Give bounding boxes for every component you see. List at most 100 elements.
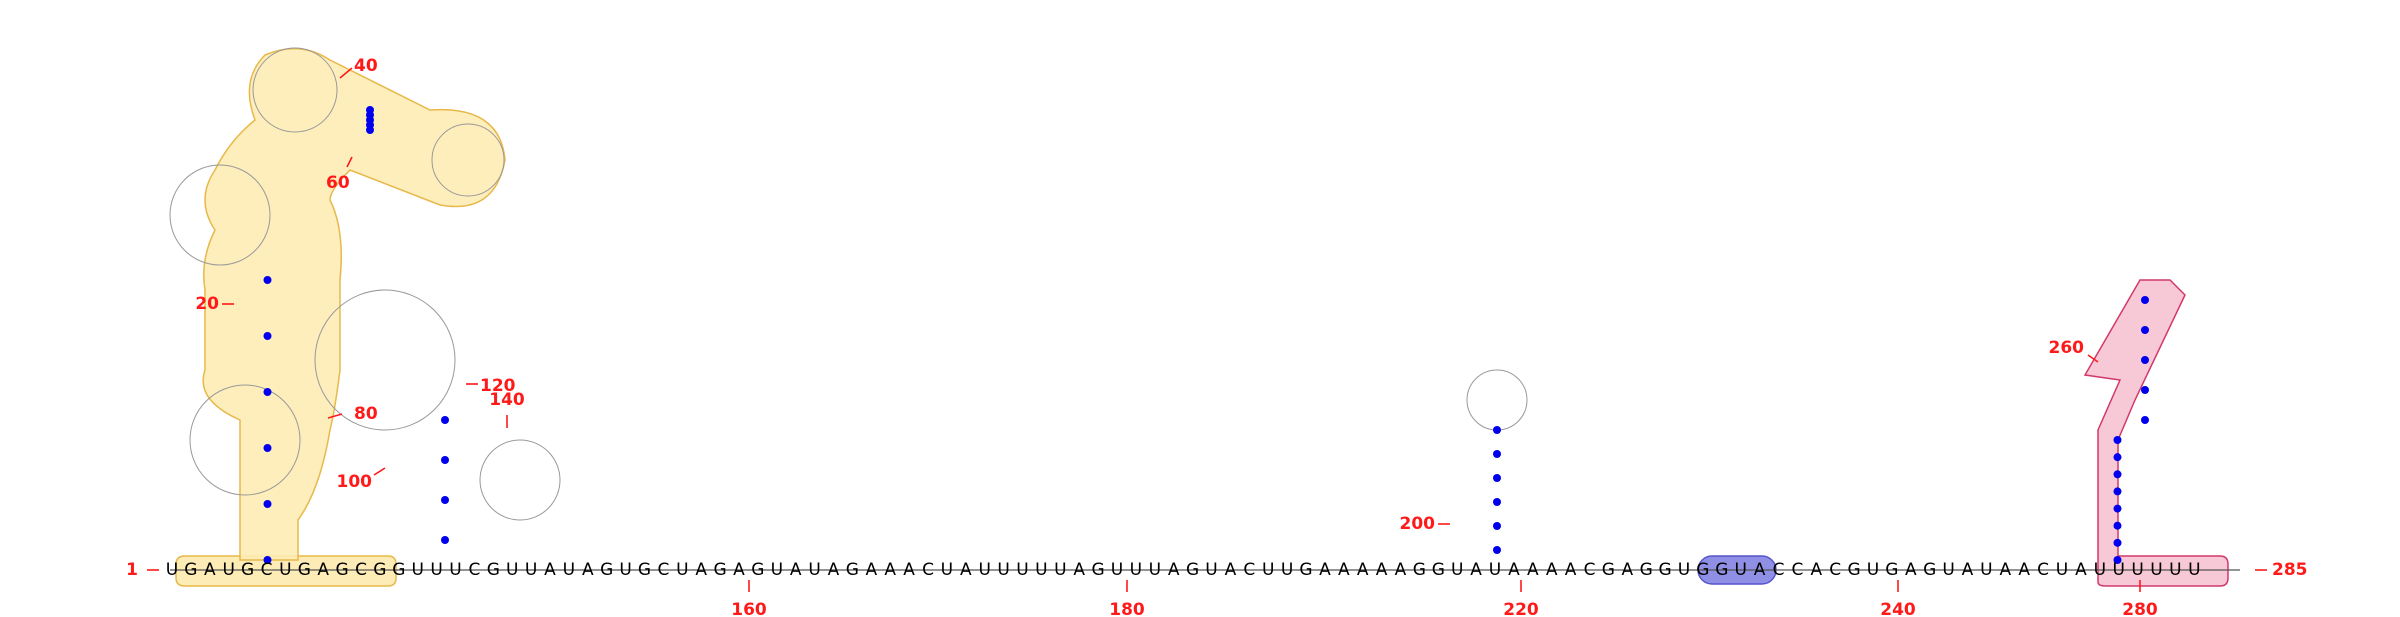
nucleotide: U [430,560,442,580]
five-prime-domain-base [175,555,397,587]
nucleotide: U [1149,560,1161,580]
base-pair-dot [263,556,272,564]
nucleotide: G [1432,560,1445,580]
nucleotide: G [638,560,651,580]
nucleotide: A [317,560,329,580]
nucleotide: G [373,560,386,580]
nucleotide: C [1829,560,1841,580]
nucleotide: U [1451,560,1463,580]
nucleotide: G [1186,560,1199,580]
nucleotide: A [2018,560,2030,580]
label-280: 280 [2122,600,2158,617]
nucleotide: C [1791,560,1803,580]
nucleotide: C [1584,560,1596,580]
domain-highlights [175,47,2229,587]
nucleotide: U [1262,560,1274,580]
nucleotide: G [1602,560,1615,580]
nucleotide: U [1942,560,1954,580]
nucleotide: C [1773,560,1785,580]
loop-backbone [314,289,456,431]
backbone [169,47,2240,571]
base-pair-dot [2141,416,2149,424]
nucleotide: A [695,560,707,580]
base-pair-dot [2141,296,2149,304]
nucleotide: A [903,560,915,580]
nucleotide: A [1395,560,1407,580]
base-pair-dot [1493,522,1501,530]
nucleotide: G [392,560,405,580]
nucleotide: G [487,560,500,580]
base-pair-dot [2113,470,2122,479]
nucleotide: A [1357,560,1369,580]
nucleotide: U [563,560,575,580]
base-pair-dot [263,388,272,396]
nucleotide: U [1678,560,1690,580]
base-pair-dot [2113,453,2122,462]
nucleotide: U [525,560,537,580]
label-240: 240 [1880,600,1916,617]
nucleotide: U [2169,560,2181,580]
nucleotide: A [828,560,840,580]
position-labels: 1 285 20 40 60 80 100 120 140 160 180 20… [126,56,2307,617]
nucleotide: C [657,560,669,580]
nucleotide: G [1715,560,1728,580]
nucleotide: U [941,560,953,580]
nucleotide: A [1073,560,1085,580]
nucleotide: A [865,560,877,580]
nucleotide: A [1905,560,1917,580]
nucleotide: G [1885,560,1898,580]
nucleotide: U [2056,560,2068,580]
base-pair-dot [1493,546,1501,554]
base-pair-dot [1493,426,1501,434]
nucleotide: G [1848,560,1861,580]
base-pair-dot [2141,356,2149,364]
tick-60 [346,156,353,168]
label-20: 20 [195,294,219,314]
nucleotide: U [2112,560,2124,580]
label-1: 1 [126,560,138,580]
nucleotide: U [1980,560,1992,580]
nucleotide: U [1054,560,1066,580]
label-285: 285 [2272,560,2308,580]
label-140: 140 [489,390,525,410]
nucleotide: G [600,560,613,580]
nucleotide: A [1168,560,1180,580]
label-220: 220 [1503,600,1539,617]
loop-backbone [169,164,271,266]
nucleotide: G [714,560,727,580]
label-180: 180 [1109,600,1145,617]
tick-80 [327,413,343,419]
loop-backbone [431,123,505,197]
nucleotide: U [279,560,291,580]
base-pair-dot [263,332,272,340]
base-pair-dot [2113,556,2122,564]
nucleotide: U [1281,560,1293,580]
nucleotide: U [771,560,783,580]
nucleotide: U [166,560,178,580]
nucleotide: A [1999,560,2011,580]
nucleotide: A [1754,560,1766,580]
nucleotide: A [1621,560,1633,580]
nucleotide: G [846,560,859,580]
nucleotide: U [2150,560,2162,580]
base-pair-dot [263,500,272,508]
nucleotide: U [978,560,990,580]
base-pair-dot [1493,498,1501,506]
nucleotide: A [544,560,556,580]
nucleotide: G [1299,560,1312,580]
base-pair-dot [1493,474,1501,482]
nucleotide: U [222,560,234,580]
nucleotide: G [298,560,311,580]
nucleotide: G [184,560,197,580]
nucleotide: A [884,560,896,580]
loop-backbone [189,384,301,496]
label-160: 160 [731,600,767,617]
nucleotide: U [506,560,518,580]
base-pair-dot [366,106,374,114]
loop-backbone [1466,369,1528,431]
nucleotide: A [1565,560,1577,580]
nucleotide: U [1035,560,1047,580]
nucleotide: G [1413,560,1426,580]
base-pair-dot [2113,436,2122,444]
